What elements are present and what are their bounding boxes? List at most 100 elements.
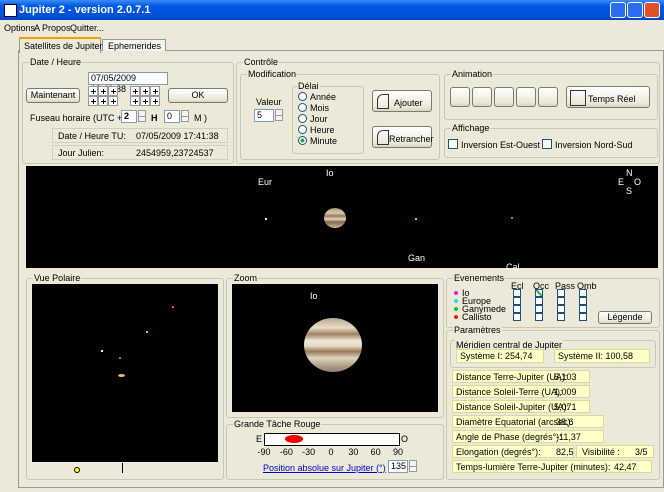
title-bar [0,0,664,20]
spin-plus[interactable] [98,86,108,96]
satellite-label: Callisto [462,312,492,322]
scale-label: E [256,434,263,444]
spin-plus[interactable] [150,96,160,106]
button-label[interactable]: Ajouter [394,98,423,108]
checkbox-label[interactable]: Inversion Est-Ouest [461,140,541,150]
satellite-label: Ganymede [462,304,507,314]
maximize-button[interactable] [627,2,643,18]
checkbox[interactable] [557,297,565,305]
spin-plus[interactable] [108,86,118,96]
minimize-button[interactable] [610,2,626,18]
scale-tick-label: 90 [392,447,404,457]
radio-label[interactable]: Mois [310,103,330,113]
radio-label[interactable]: Heure [310,125,335,135]
checkbox[interactable] [579,313,587,321]
spin[interactable] [275,109,283,121]
menu-item[interactable]: A Propos [34,23,71,33]
real-time-button[interactable] [566,86,650,108]
checkbox[interactable] [535,297,543,305]
spin-plus[interactable] [108,96,118,106]
spin-plus[interactable] [130,96,140,106]
button-label[interactable]: Temps Réel [588,94,636,104]
animation-button[interactable] [450,87,470,107]
spin[interactable] [409,460,417,472]
ok-button[interactable]: OK [168,88,228,103]
radio[interactable] [298,92,307,101]
label: Date / Heure TU: [58,131,126,141]
spin-plus[interactable] [140,86,150,96]
visibility-box [576,445,654,458]
animation-button[interactable] [516,87,536,107]
parameter-label: Elongation (degrés°): [456,447,541,457]
checkbox[interactable] [513,289,521,297]
checkbox-label[interactable]: Inversion Nord-Sud [555,140,633,150]
radio[interactable] [298,114,307,123]
spin[interactable] [181,110,189,122]
moon [265,218,267,220]
radio-label[interactable]: Jour [310,114,328,124]
checkbox[interactable] [579,297,587,305]
checkbox[interactable] [557,289,565,297]
animation-button[interactable] [494,87,514,107]
animation-button[interactable] [538,87,558,107]
system2-box: Système II: 100,58 [554,349,650,363]
app-icon [4,4,17,17]
parameter-label: Distance Terre-Jupiter (UA): [456,372,568,382]
red-spot [285,435,303,443]
spin[interactable] [138,110,146,122]
spin-plus[interactable] [88,96,98,106]
checkbox[interactable] [535,305,543,313]
checkbox[interactable] [448,139,458,149]
tab-active[interactable] [19,37,101,53]
checkbox[interactable] [557,313,565,321]
checkbox[interactable] [579,305,587,313]
group-modification: Modification [240,69,440,160]
spin-plus[interactable] [150,86,160,96]
button-label[interactable]: Retrancher [389,134,434,144]
marker-line [122,463,123,473]
spin-plus[interactable] [140,96,150,106]
checkbox[interactable] [542,139,552,149]
satellite-dot [454,291,458,295]
tz-hours[interactable]: 2 [121,110,137,123]
radio[interactable] [298,125,307,134]
checkbox[interactable] [513,305,521,313]
link[interactable]: Position absolue sur Jupiter (°) [263,463,386,473]
parameter-value: 82,5 [556,447,574,457]
scale-tick-label: -90 [257,447,271,457]
tz-minutes[interactable]: 0 [164,110,180,123]
spin-plus[interactable] [98,96,108,106]
button-icon [570,90,586,106]
menu-item[interactable]: Options [4,23,36,33]
checkbox[interactable] [513,313,521,321]
checkbox[interactable] [557,305,565,313]
tab-label[interactable]: Ephemerides [108,41,162,51]
group-title: Date / Heure [29,57,83,67]
value-field[interactable]: 5 [254,109,274,122]
checkbox[interactable] [535,313,543,321]
legend-button[interactable]: Légende [598,311,652,324]
close-button[interactable] [644,2,660,18]
position-field[interactable]: 135 [388,460,408,473]
column-header: Pass [555,281,576,291]
menu-item[interactable]: Quitter... [70,23,105,33]
spin-plus[interactable] [88,86,98,96]
tab-label[interactable]: Satellites de Jupiter [24,41,103,51]
checkbox[interactable] [535,289,543,297]
group-title: Zoom [233,273,259,283]
radio-checked[interactable] [298,136,307,145]
group-polar: Vue Polaire [26,273,224,480]
spin-plus[interactable] [130,86,140,96]
datetime-field[interactable]: 07/05/2009 19:41:38 [88,72,168,94]
tab[interactable] [102,39,166,51]
animation-button[interactable] [472,87,492,107]
moon [415,218,417,220]
checkbox[interactable] [513,297,521,305]
moon-label: Eur [258,177,273,187]
radio-label[interactable]: Minute [310,136,338,146]
radio-label[interactable]: Année [310,92,337,102]
group-parameters: Paramètres [446,325,660,480]
checkbox[interactable] [579,289,587,297]
radio[interactable] [298,103,307,112]
now-button[interactable]: Maintenant [26,88,80,103]
